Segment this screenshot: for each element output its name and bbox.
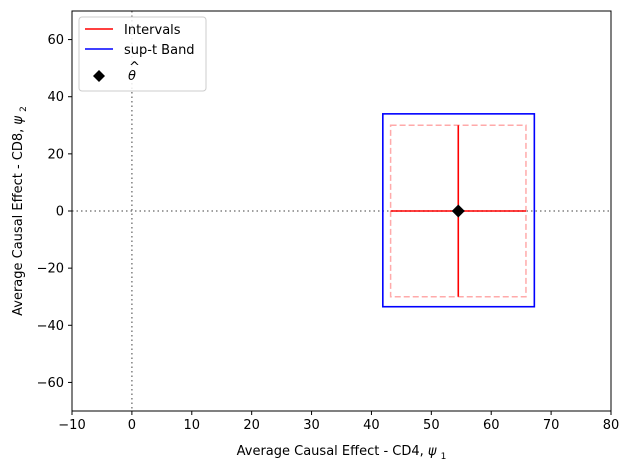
legend: Intervals sup-t Band θ ^ [78, 16, 207, 92]
legend-frame [78, 16, 207, 92]
y-tick-label: −40 [37, 319, 64, 334]
legend-estimate-hat: ^ [129, 60, 140, 75]
y-tick-label: 0 [56, 205, 64, 220]
x-axis-label-text: Average Causal Effect - CD4, [237, 444, 424, 459]
legend-intervals-label: Intervals [124, 23, 181, 38]
x-tick-label: 80 [603, 418, 620, 433]
supt-band [382, 113, 536, 308]
y-axis-label-text: Average Causal Effect - CD8, [11, 129, 26, 316]
plot-content [72, 11, 611, 411]
x-tick-label: 10 [184, 418, 201, 433]
x-tick-label: 70 [543, 418, 560, 433]
x-tick-label: 20 [243, 418, 260, 433]
x-tick-label: 60 [483, 418, 500, 433]
y-tick-label: −60 [37, 376, 64, 391]
x-axis-label-symbol: ψ [428, 444, 437, 459]
y-axis-label: Average Causal Effect - CD8, ψ 2 [11, 106, 29, 316]
y-axis: −60 −40 −20 0 20 40 60 [37, 33, 72, 391]
y-axis-label-symbol: ψ [11, 116, 26, 125]
x-tick-label: 30 [303, 418, 320, 433]
y-tick-label: 20 [47, 147, 64, 162]
legend-estimate-label: θ [128, 69, 136, 84]
legend-estimate-symbol: θ [128, 69, 136, 84]
x-tick-label: 0 [128, 418, 136, 433]
x-tick-label: −10 [58, 418, 85, 433]
x-axis: −10 0 10 20 30 40 50 60 70 80 [58, 411, 619, 433]
x-axis-label-subscript: 1 [441, 452, 447, 462]
y-tick-label: −20 [37, 262, 64, 277]
y-tick-label: 60 [47, 33, 64, 48]
y-tick-label: 40 [47, 90, 64, 105]
x-tick-label: 50 [423, 418, 440, 433]
legend-supt-label: sup-t Band [124, 43, 195, 58]
x-tick-label: 40 [363, 418, 380, 433]
x-axis-label: Average Causal Effect - CD4, ψ 1 [237, 444, 447, 462]
legend-estimate-marker [93, 70, 105, 82]
y-axis-label-subscript: 2 [19, 106, 29, 112]
point-estimate-marker [451, 204, 465, 218]
